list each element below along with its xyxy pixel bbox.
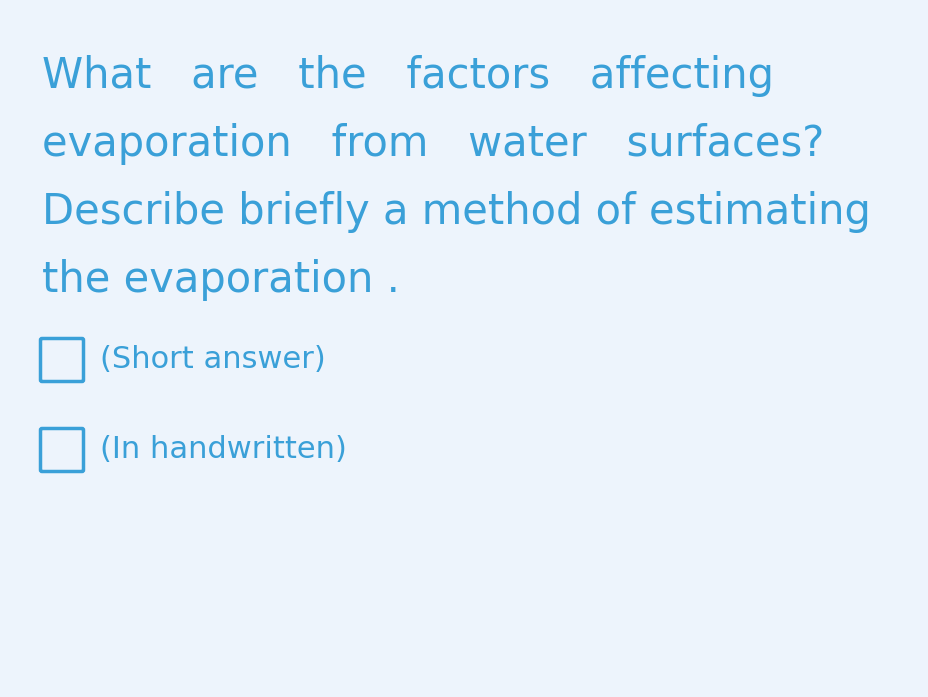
Text: Describe briefly a method of estimating: Describe briefly a method of estimating — [42, 191, 870, 233]
Text: (Short answer): (Short answer) — [100, 346, 326, 374]
Text: What   are   the   factors   affecting: What are the factors affecting — [42, 55, 773, 97]
Text: the evaporation .: the evaporation . — [42, 259, 399, 301]
FancyBboxPatch shape — [41, 339, 84, 381]
Text: (In handwritten): (In handwritten) — [100, 436, 346, 464]
FancyBboxPatch shape — [41, 429, 84, 471]
Text: evaporation   from   water   surfaces?: evaporation from water surfaces? — [42, 123, 823, 165]
